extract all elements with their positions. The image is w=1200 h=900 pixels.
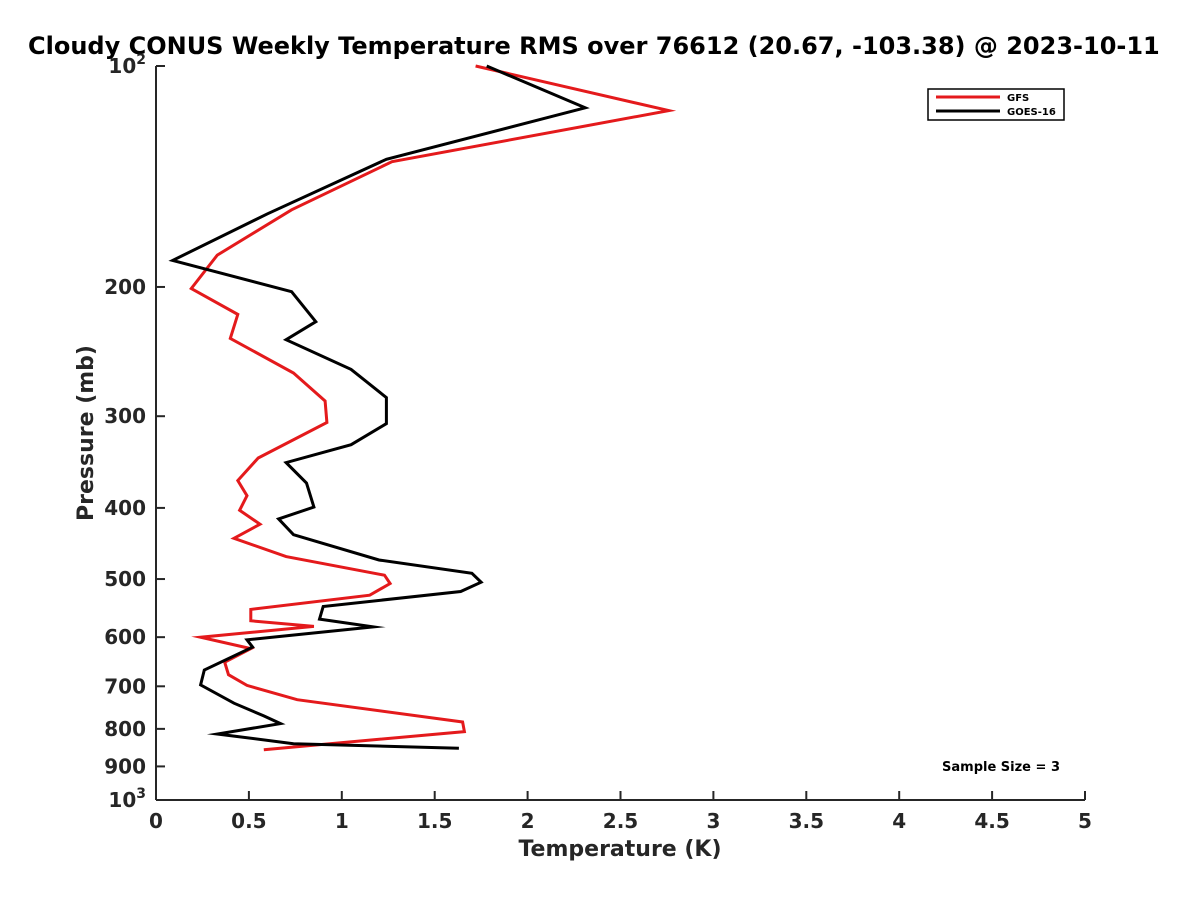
x-tick-label: 0.5 <box>231 809 266 833</box>
y-tick-label: 500 <box>104 567 146 591</box>
sample-size-annotation: Sample Size = 3 <box>942 760 1060 775</box>
x-tick-label: 3 <box>706 809 720 833</box>
x-axis-ticks: 0 0.5 1 1.5 2 2.5 3 3.5 4 4.5 5 <box>149 791 1092 833</box>
x-tick-label: 4.5 <box>974 809 1009 833</box>
y-tick-label: 103 <box>108 786 146 812</box>
y-tick-label: 102 <box>108 52 146 78</box>
series-layer <box>168 64 677 752</box>
x-tick-label: 5 <box>1078 809 1092 833</box>
y-tick-label: 200 <box>104 275 146 299</box>
y-tick-label: 900 <box>104 754 146 778</box>
x-tick-label: 2.5 <box>603 809 638 833</box>
plot-area <box>155 64 1085 801</box>
y-axis-ticks: 102 200 300 400 500 600 700 800 900 103 <box>104 52 165 812</box>
x-tick-label: 1 <box>335 809 349 833</box>
legend-box <box>927 88 1065 121</box>
x-tick-label: 2 <box>521 809 535 833</box>
legend-label: GFS <box>1007 93 1029 104</box>
x-axis-label: Temperature (K) <box>518 837 721 862</box>
x-tick-label: 3.5 <box>789 809 824 833</box>
y-tick-label: 700 <box>104 674 146 698</box>
series-line-gfs <box>189 64 677 752</box>
plot-background <box>156 66 1085 800</box>
x-tick-label: 0 <box>149 809 163 833</box>
y-tick-label: 800 <box>104 717 146 741</box>
legend-label: GOES-16 <box>1007 107 1056 118</box>
y-tick-label: 400 <box>104 496 146 520</box>
chart-title: Cloudy CONUS Weekly Temperature RMS over… <box>28 32 1160 60</box>
series-line-goes-16 <box>168 64 590 750</box>
y-axis-label: Pressure (mb) <box>74 345 99 521</box>
x-tick-label: 1.5 <box>417 809 452 833</box>
x-tick-label: 4 <box>892 809 906 833</box>
y-tick-label: 300 <box>104 404 146 428</box>
y-tick-label: 600 <box>104 625 146 649</box>
legend: GFS GOES-16 <box>927 88 1065 121</box>
